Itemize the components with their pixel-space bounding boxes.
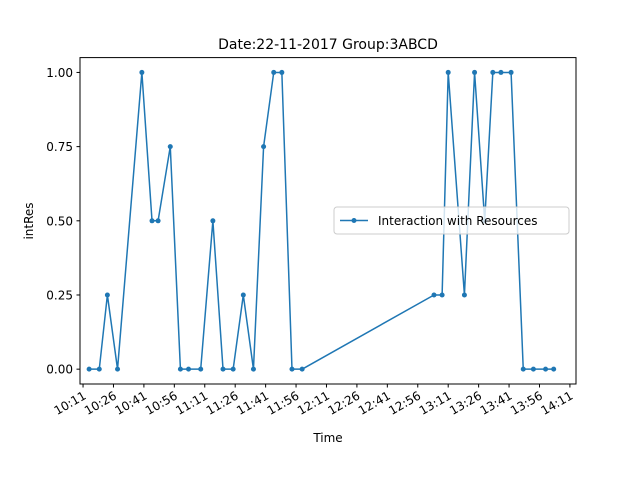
data-point — [439, 292, 445, 298]
data-point — [86, 366, 92, 372]
data-point — [210, 218, 216, 224]
data-point — [198, 366, 204, 372]
data-point — [498, 69, 504, 75]
data-point — [240, 292, 246, 298]
legend: Interaction with Resources — [333, 206, 570, 235]
data-point — [551, 366, 557, 372]
y-tick-label: 0.00 — [46, 363, 73, 377]
data-point — [508, 69, 514, 75]
data-point — [299, 366, 305, 372]
legend-box — [333, 206, 570, 235]
y-tick-label: 0.75 — [46, 140, 73, 154]
data-point — [149, 218, 155, 224]
x-axis-label: Time — [312, 431, 342, 445]
data-point — [445, 69, 451, 75]
series-line — [89, 71, 554, 370]
y-tick-label: 1.00 — [46, 66, 73, 80]
data-point — [261, 144, 267, 150]
legend-entry-label: Interaction with Resources — [378, 214, 537, 228]
data-point — [104, 292, 110, 298]
data-point — [431, 292, 437, 298]
data-point — [230, 366, 236, 372]
chart-title: Date:22-11-2017 Group:3ABCD — [218, 37, 438, 53]
data-point — [139, 69, 145, 75]
data-point — [289, 366, 295, 372]
data-point — [543, 366, 549, 372]
data-point — [177, 366, 183, 372]
data-point — [520, 366, 526, 372]
data-point — [250, 366, 256, 372]
data-point — [461, 292, 467, 298]
data-point — [490, 69, 496, 75]
data-point — [167, 144, 173, 150]
y-axis: 0.00 0.25 0.50 0.75 1.00 — [46, 66, 80, 377]
data-point — [220, 366, 226, 372]
y-tick-label: 0.50 — [46, 214, 73, 228]
legend-point-marker — [351, 218, 357, 223]
y-tick-label: 0.25 — [46, 288, 73, 302]
data-point — [155, 218, 161, 224]
data-point — [530, 366, 536, 372]
data-point — [96, 366, 102, 372]
data-point — [472, 69, 478, 75]
data-point — [186, 366, 192, 372]
data-point — [115, 366, 121, 372]
y-axis-label: intRes — [22, 202, 36, 239]
data-point — [279, 69, 285, 75]
series-layer — [86, 69, 557, 372]
data-point — [271, 69, 277, 75]
